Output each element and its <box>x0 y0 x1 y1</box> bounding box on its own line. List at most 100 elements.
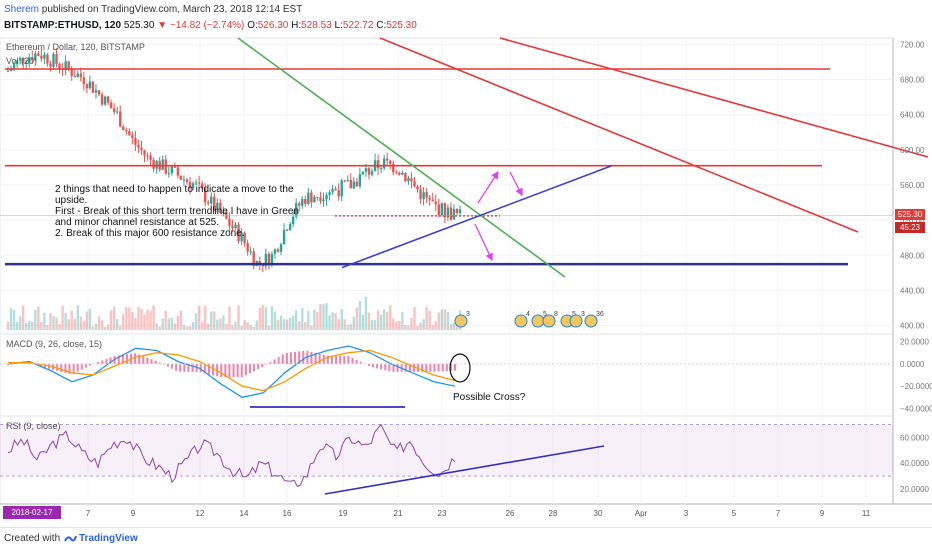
x-tick-label: 7 <box>776 509 781 518</box>
candle-body <box>167 173 170 175</box>
volume-bar <box>85 311 89 330</box>
volume-bar <box>340 309 343 330</box>
close-value: 525.30 <box>386 20 417 31</box>
x-tick-label: 9 <box>820 509 825 518</box>
volume-bar <box>337 319 340 330</box>
note-line: First - Break of this short term trendli… <box>55 206 299 217</box>
candle-body <box>12 64 16 70</box>
main-panel-title: Ethereum / Dollar, 120, BITSTAMP <box>6 42 145 52</box>
macd-y-tick-label: −20.0000 <box>900 382 932 391</box>
volume-bar <box>197 306 201 330</box>
candle-body <box>398 172 401 175</box>
candle-body <box>52 54 55 67</box>
volume-bar <box>285 319 289 330</box>
candle-body <box>240 232 243 242</box>
event-badge-icon <box>584 314 598 328</box>
tradingview-brand-link[interactable]: TradingView <box>79 533 138 544</box>
macd-line <box>7 345 456 398</box>
volume-bar <box>246 322 249 330</box>
red-channel-line-lower <box>379 37 859 233</box>
candle-body <box>179 175 183 180</box>
volume-bar <box>279 315 283 330</box>
volume-bar <box>373 320 377 330</box>
volume-bar <box>434 321 437 330</box>
volume-bar <box>70 310 73 330</box>
candle-body <box>419 189 422 200</box>
volume-bar <box>228 306 231 330</box>
volume-bar <box>361 314 365 330</box>
rsi-y-tick-label: 60.0000 <box>900 433 929 442</box>
volume-bar <box>452 322 456 330</box>
drawings: 3 4 5 8 5 3 36 <box>0 37 929 328</box>
y-tick-label: 400.00 <box>900 322 925 331</box>
volume-bar <box>310 325 313 330</box>
volume-bar <box>343 319 346 330</box>
volume-bar <box>313 309 316 330</box>
candle-body <box>358 174 362 187</box>
volume-bar <box>106 324 110 330</box>
last-price: 525.30 <box>123 20 155 31</box>
volume-bar <box>401 311 404 330</box>
volume-bar <box>188 326 192 330</box>
volume-bar <box>140 308 143 330</box>
candle-body <box>15 60 19 65</box>
volume-bar <box>103 326 107 330</box>
blue-trendline <box>341 164 613 269</box>
candle-body <box>67 61 70 69</box>
volume-bar <box>173 323 177 330</box>
candle-body <box>197 182 201 184</box>
rsi-band <box>0 424 893 477</box>
candle-body <box>58 63 61 69</box>
volume-bar <box>97 316 101 330</box>
candle-body <box>413 181 416 187</box>
event-badge-count: 36 <box>596 311 604 318</box>
chart-canvas[interactable]: 3 4 5 8 5 3 36 400.00440.00480.00520.00560.006… <box>0 0 932 527</box>
candle-body <box>228 218 231 226</box>
volume-bar <box>255 320 258 330</box>
note-line: 2 things that need to happen to indicate… <box>55 184 294 195</box>
candle-body <box>416 186 419 190</box>
candle-body <box>401 172 404 175</box>
volume-bar <box>55 317 58 330</box>
volume-bar <box>119 325 122 330</box>
rsi-y-tick-label: 40.0000 <box>900 459 929 468</box>
candle-body <box>25 62 28 64</box>
volume-bar <box>58 324 61 330</box>
volume-bar <box>288 317 292 330</box>
x-tick-label: 16 <box>283 509 292 518</box>
x-tick-label: 28 <box>549 509 558 518</box>
candle-body <box>176 167 180 176</box>
candle-body <box>28 57 31 63</box>
volume-bar <box>61 305 64 330</box>
created-with-text: Created with <box>4 533 61 544</box>
open-value: 526.30 <box>257 20 289 31</box>
candle-body <box>173 166 177 168</box>
candle-body <box>440 203 443 216</box>
candle-body <box>76 73 79 77</box>
low-value: 522.72 <box>342 20 374 31</box>
event-badge-count: 4 <box>526 311 530 318</box>
publish-text: published on TradingView.com, March 23, … <box>41 4 303 15</box>
signal-line <box>8 349 456 392</box>
author-link[interactable]: Sherem <box>4 4 40 15</box>
volume-bar <box>207 323 210 330</box>
candle-body <box>452 209 456 220</box>
volume-bar <box>64 312 67 330</box>
volume-bar <box>422 319 425 330</box>
candle-body <box>170 166 174 174</box>
projection-arrow <box>477 170 499 204</box>
rsi-y-tick-label: 20.0000 <box>900 485 929 494</box>
close-label: C: <box>376 20 387 31</box>
event-badge-count: 5 <box>543 311 547 318</box>
candle-body <box>188 181 192 189</box>
volume-bar <box>449 324 453 330</box>
symbol-label: BITSTAMP:ETHUSD, 120 <box>4 20 122 31</box>
macd-y-tick-label: −40.0000 <box>900 404 932 413</box>
volume-bar <box>425 307 428 330</box>
macd-y-tick-label: 0.0000 <box>900 360 925 369</box>
chart-header: Sherem published on TradingView.com, Mar… <box>0 0 932 38</box>
candle-body <box>291 216 295 225</box>
candle-body <box>310 192 313 203</box>
volume-bars <box>6 296 462 330</box>
volume-bar <box>331 312 334 330</box>
